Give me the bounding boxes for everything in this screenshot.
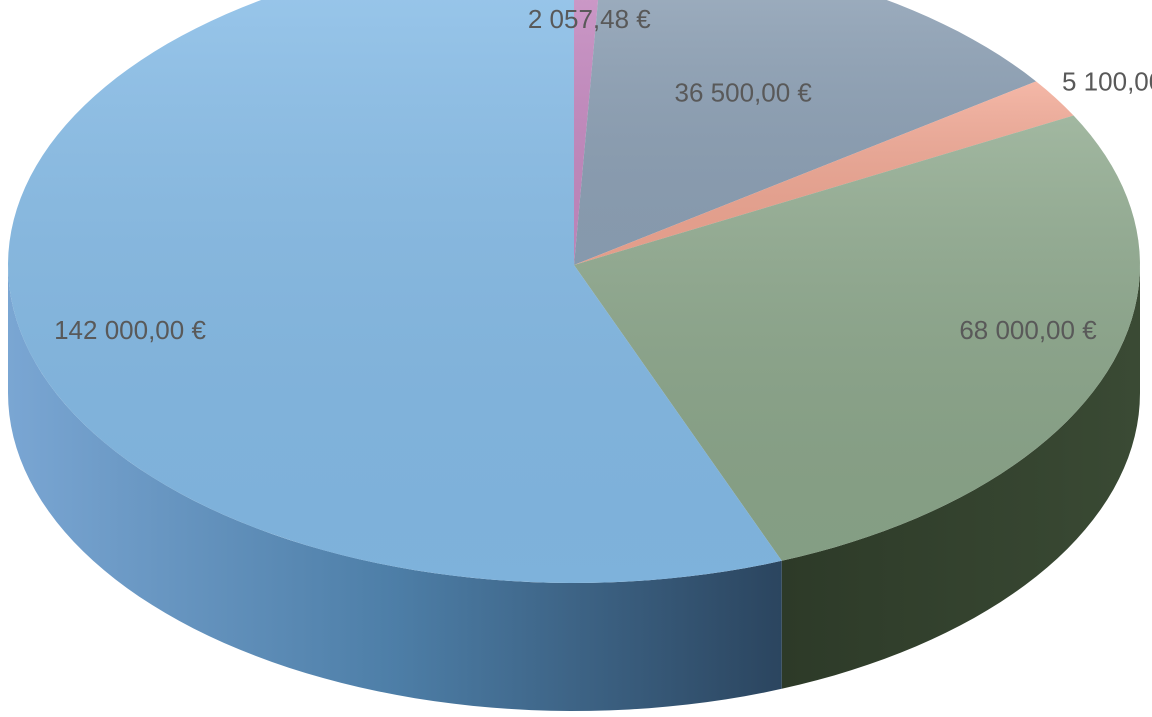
data-label-3: 68 000,00 € bbox=[959, 315, 1097, 345]
data-labels: 2 057,48 € 36 500,00 € 5 100,00 € 68 000,00… bbox=[54, 4, 1152, 345]
pie-slice-shade-4 bbox=[8, 0, 782, 583]
pie-slice-shade-1 bbox=[574, 0, 1037, 265]
pie-slice-shade-3 bbox=[574, 115, 1140, 561]
data-label-1: 36 500,00 € bbox=[675, 77, 813, 107]
pie-side-3 bbox=[781, 265, 1140, 689]
data-label-0: 2 057,48 € bbox=[528, 4, 651, 34]
pie-sides bbox=[8, 265, 1140, 711]
pie-top bbox=[8, 0, 1140, 583]
data-label-4: 142 000,00 € bbox=[54, 315, 206, 345]
pie-slice-shade-2 bbox=[574, 81, 1074, 265]
data-label-2: 5 100,00 € bbox=[1062, 66, 1152, 96]
pie-side-4 bbox=[8, 265, 782, 711]
